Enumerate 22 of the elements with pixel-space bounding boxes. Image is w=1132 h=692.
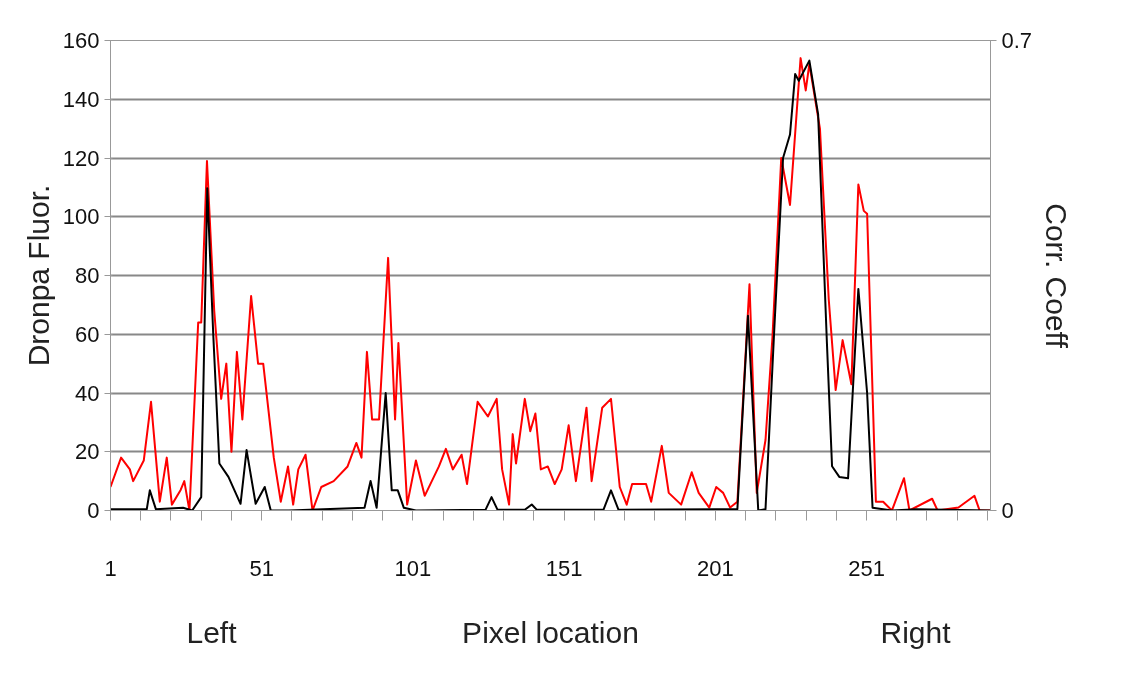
- x-axis-title: Pixel location: [462, 615, 639, 649]
- text: Left: [186, 615, 238, 649]
- x-tick-label: 251: [848, 555, 885, 581]
- text: Right: [880, 615, 952, 649]
- y-tick-label: 60: [75, 321, 100, 347]
- y2-tick-label: 0: [1001, 498, 1014, 523]
- y2-tick-label: 0.7: [1001, 28, 1033, 53]
- y-tick-label: 100: [62, 204, 100, 230]
- y-tick-label: 80: [75, 263, 100, 288]
- y2-axis-title: Corr. Coeff: [1040, 203, 1074, 349]
- y-tick-label: 160: [62, 28, 100, 53]
- x-tick-label: 201: [696, 555, 734, 581]
- x-tick-label: 51: [249, 555, 274, 581]
- x-tick-label: 1: [104, 555, 117, 581]
- y-axis-title: Dronpa Fluor.: [21, 184, 55, 367]
- y-tick-label: 40: [75, 380, 100, 406]
- y-tick-label: 0: [87, 498, 100, 523]
- x-tick-label: 101: [394, 555, 432, 581]
- y-tick-label: 20: [75, 439, 100, 465]
- y-tick-label: 140: [62, 86, 100, 112]
- y-tick-label: 120: [62, 145, 100, 171]
- x-tick-label: 151: [545, 555, 583, 581]
